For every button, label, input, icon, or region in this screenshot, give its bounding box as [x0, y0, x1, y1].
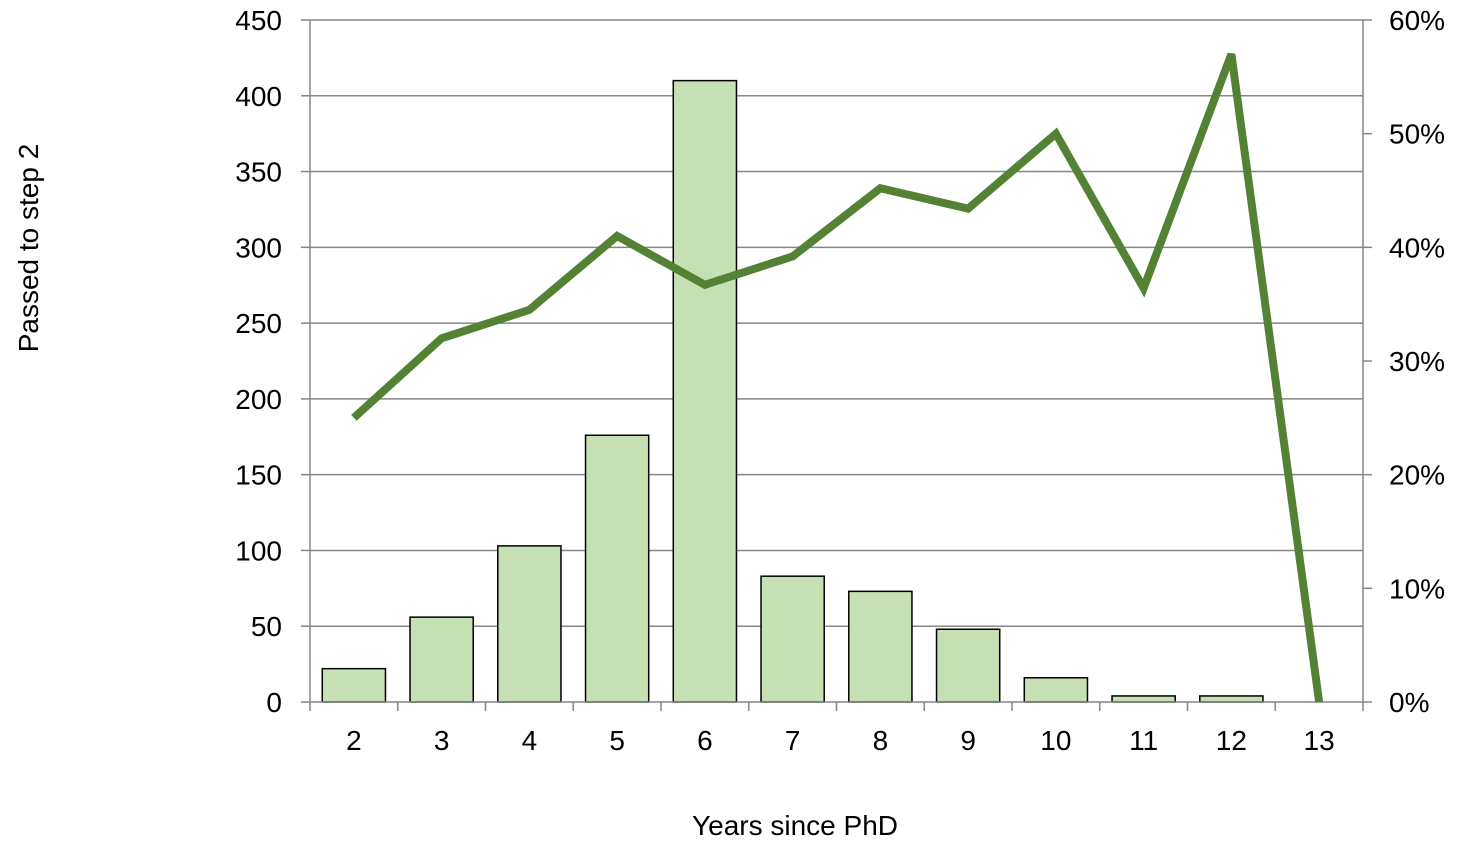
bar: [848, 590, 913, 703]
x-tick-labels: 2 3 4 5 6 7 8 9 10 11 12 13: [346, 725, 1335, 756]
line-series: [351, 52, 1324, 703]
y-tick-label: 150: [235, 460, 282, 491]
bar: [497, 545, 562, 703]
y-tick-label: 200: [235, 384, 282, 415]
left-y-tick-labels: 0 50 100 150 200 250 300 350 400 450: [235, 5, 282, 718]
bar: [935, 628, 1001, 703]
bar: [1023, 677, 1089, 703]
x-tick-label: 11: [1129, 725, 1158, 756]
bar: [584, 434, 650, 703]
y-tick-label: 300: [235, 232, 282, 263]
x-tick-label: 8: [873, 725, 889, 756]
bar: [1199, 695, 1264, 703]
x-tick-label: 5: [609, 725, 625, 756]
x-tick-label: 2: [346, 725, 362, 756]
y-tick-label: 0: [266, 687, 282, 718]
y-tick-label: 250: [235, 308, 282, 339]
y2-tick-label: 30%: [1389, 346, 1445, 377]
y-tick-label: 350: [235, 157, 282, 188]
line-series-path: [351, 52, 1324, 703]
y2-tick-label: 60%: [1389, 5, 1445, 36]
y-tick-label: 100: [235, 535, 282, 566]
y2-tick-label: 50%: [1389, 119, 1445, 150]
y2-tick-label: 40%: [1389, 232, 1445, 263]
bar: [672, 79, 738, 703]
y2-tick-label: 0%: [1389, 687, 1429, 718]
y-tick-label: 50: [251, 611, 282, 642]
x-axis-title: Years since PhD: [692, 810, 898, 841]
y-tick-label: 450: [235, 5, 282, 36]
axes: [301, 19, 1372, 711]
x-tick-label: 6: [697, 725, 713, 756]
x-tick-label: 12: [1216, 725, 1247, 756]
x-tick-label: 13: [1304, 725, 1335, 756]
x-tick-label: 4: [522, 725, 538, 756]
bar: [321, 667, 387, 703]
bar: [760, 575, 825, 703]
x-tick-label: 10: [1040, 725, 1071, 756]
y2-tick-label: 10%: [1389, 573, 1445, 604]
bar: [409, 616, 474, 703]
y-axis-title: Passed to step 2: [13, 144, 44, 353]
bar: [1111, 695, 1176, 703]
x-tick-label: 7: [785, 725, 801, 756]
gridlines: [310, 19, 1363, 627]
x-tick-label: 3: [434, 725, 450, 756]
bar-series: [321, 79, 1264, 703]
y2-tick-label: 20%: [1389, 460, 1445, 491]
x-tick-label: 9: [960, 725, 976, 756]
y-tick-label: 400: [235, 81, 282, 112]
right-y-tick-labels: 0% 10% 20% 30% 40% 50% 60%: [1389, 5, 1445, 718]
